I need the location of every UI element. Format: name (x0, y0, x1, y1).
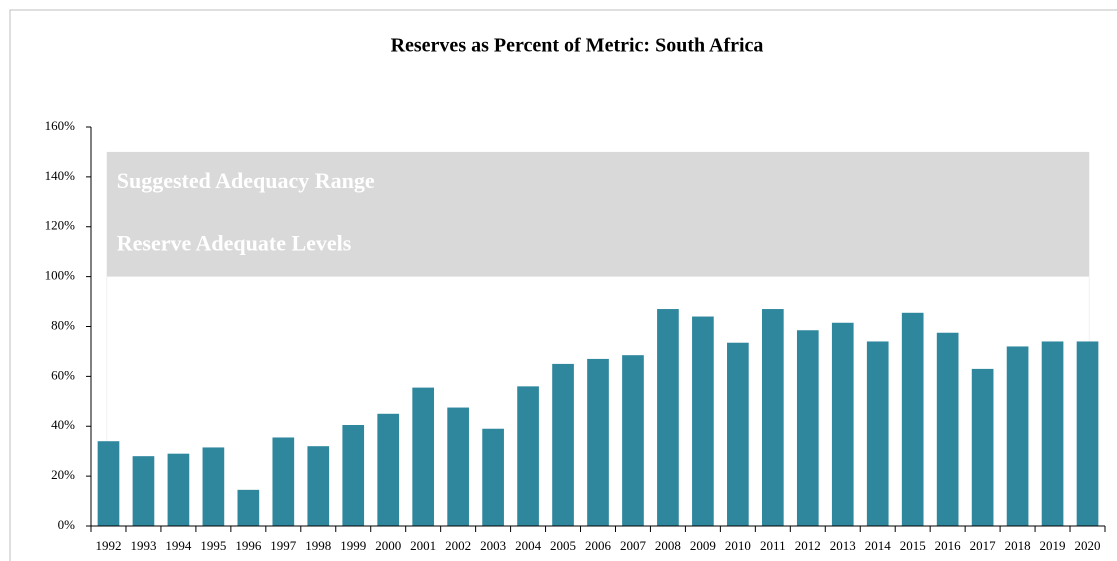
x-tick-label: 2017 (970, 538, 997, 553)
x-tick-label: 2016 (935, 538, 962, 553)
range-label: Reserve Adequate Levels (117, 231, 352, 256)
x-tick-label: 2005 (550, 538, 576, 553)
x-tick-label: 1993 (130, 538, 156, 553)
y-tick-label: 140% (45, 168, 76, 183)
y-tick-label: 20% (51, 467, 75, 482)
bar (447, 407, 469, 526)
bar (132, 456, 155, 526)
x-tick-label: 2008 (655, 538, 681, 553)
y-tick-label: 120% (45, 218, 76, 233)
bar (622, 355, 644, 526)
bar (97, 441, 120, 526)
bar (901, 312, 924, 526)
bar (796, 330, 819, 526)
range-label: Suggested Adequacy Range (117, 168, 375, 193)
x-tick-label: 1996 (235, 538, 262, 553)
bar (517, 386, 539, 526)
bar (552, 363, 574, 526)
x-tick-label: 2004 (515, 538, 542, 553)
bar (831, 322, 854, 526)
x-tick-label: 2013 (830, 538, 856, 553)
x-tick-label: 1999 (340, 538, 366, 553)
x-tick-label: 2020 (1075, 538, 1101, 553)
bar (936, 332, 959, 526)
x-tick-label: 2010 (725, 538, 751, 553)
bar (272, 437, 295, 526)
x-tick-label: 1992 (95, 538, 121, 553)
bar (657, 309, 679, 526)
x-tick-label: 1995 (200, 538, 226, 553)
x-tick-label: 1997 (270, 538, 297, 553)
x-tick-label: 2003 (480, 538, 506, 553)
x-tick-label: 2000 (375, 538, 401, 553)
bar (202, 447, 225, 526)
x-tick-label: 2006 (585, 538, 612, 553)
range-band (106, 151, 1090, 277)
x-tick-label: 1998 (305, 538, 331, 553)
y-tick-label: 100% (45, 268, 76, 283)
bar (727, 342, 749, 526)
bar (971, 368, 994, 526)
x-tick-label: 2011 (760, 538, 786, 553)
chart-title: Reserves as Percent of Metric: South Afr… (391, 35, 764, 57)
bar (866, 341, 889, 526)
bar (342, 425, 365, 526)
bar (237, 489, 260, 526)
y-tick-label: 160% (45, 118, 76, 133)
x-tick-label: 1994 (165, 538, 192, 553)
y-tick-label: 80% (51, 317, 75, 332)
bar (167, 453, 190, 526)
x-tick-label: 2015 (900, 538, 926, 553)
x-tick-label: 2018 (1005, 538, 1031, 553)
bar (307, 446, 330, 526)
x-tick-label: 2007 (620, 538, 647, 553)
y-tick-label: 0% (58, 517, 76, 532)
bar (1041, 341, 1064, 526)
y-tick-label: 40% (51, 417, 75, 432)
x-tick-label: 2009 (690, 538, 716, 553)
bar (377, 413, 400, 526)
x-tick-label: 2019 (1040, 538, 1066, 553)
bar (761, 309, 784, 526)
x-tick-label: 2002 (445, 538, 471, 553)
y-tick-label: 60% (51, 367, 75, 382)
bar (587, 358, 609, 526)
x-tick-label: 2012 (795, 538, 821, 553)
bar (412, 387, 435, 526)
x-tick-label: 2001 (410, 538, 436, 553)
bar (1006, 346, 1029, 526)
bar (692, 316, 714, 526)
bar (482, 428, 504, 526)
frame (9, 9, 1117, 561)
x-tick-label: 2014 (865, 538, 892, 553)
bar (1076, 341, 1099, 526)
